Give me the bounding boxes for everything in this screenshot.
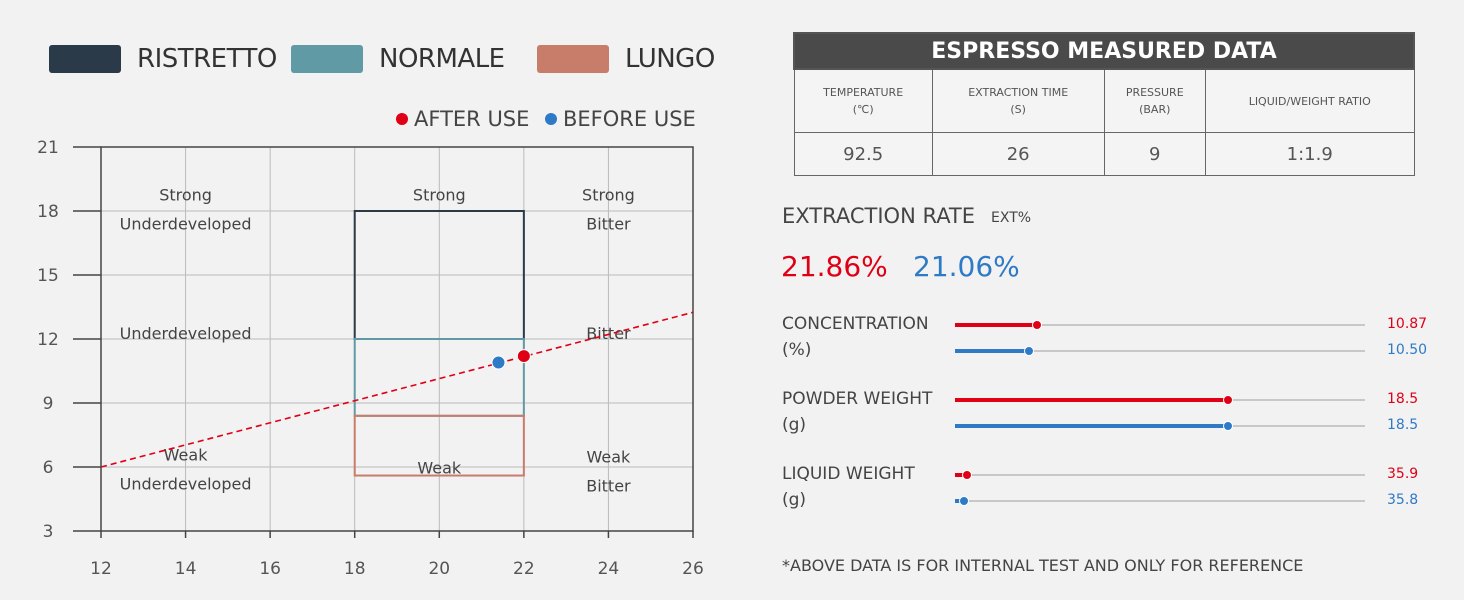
value-temperature: 92.5 — [793, 132, 933, 176]
liquid-weight-unit: (g) — [782, 490, 807, 510]
trend-line — [100, 311, 694, 468]
liquid-weight-after-value: 35.9 — [1387, 466, 1419, 482]
concentration-before-slider — [955, 346, 1365, 356]
concentration-before-value: 10.50 — [1387, 342, 1428, 358]
extraction-before: 21.06% — [913, 250, 1020, 283]
legend-after-use: AFTER USE — [396, 107, 529, 131]
zone-label: Weak — [587, 448, 632, 467]
before-label: BEFORE USE — [563, 107, 696, 131]
value-pressure: 9 — [1103, 132, 1206, 176]
slider-knob — [962, 470, 973, 480]
header-extraction-time: EXTRACTION TIME (S) — [931, 68, 1105, 133]
x-tick-label: 26 — [682, 559, 704, 579]
liquid-weight-before-value: 35.8 — [1387, 492, 1419, 508]
table-title: ESPRESSO MEASURED DATA — [793, 32, 1415, 70]
y-tick-label: 21 — [37, 138, 59, 158]
concentration-after-slider — [955, 320, 1365, 330]
slider-fill — [955, 424, 1229, 428]
zone-label: Bitter — [586, 214, 631, 233]
concentration-after-value: 10.87 — [1387, 316, 1428, 332]
zone-label: Underdeveloped — [120, 214, 252, 233]
zone-label: Weak — [417, 458, 462, 477]
region-lungo — [353, 414, 525, 477]
footnote: *ABOVE DATA IS FOR INTERNAL TEST AND ONL… — [782, 556, 1304, 575]
liquid-weight-label: LIQUID WEIGHT — [782, 464, 915, 484]
legend-label-normale: NORMALE — [379, 44, 505, 74]
slider-knob — [1032, 320, 1042, 330]
zone-label: Underdeveloped — [120, 475, 252, 494]
zone-label: Strong — [582, 185, 635, 204]
legend-label-lungo: LUNGO — [625, 44, 715, 74]
y-tick-label: 3 — [43, 522, 54, 542]
powder-weight-unit: (g) — [782, 415, 807, 435]
legend-swatch-lungo — [537, 45, 609, 73]
legend-before-use: BEFORE USE — [545, 107, 696, 131]
extraction-title: EXTRACTION RATE — [782, 204, 976, 228]
liquid-weight-after-slider — [955, 470, 1365, 480]
header-temperature: TEMPERATURE (℃) — [793, 68, 933, 133]
y-tick-label: 9 — [43, 394, 54, 414]
x-tick-label: 14 — [175, 559, 197, 579]
value-extraction-time: 26 — [931, 132, 1105, 176]
header-pressure: PRESSURE (BAR) — [1103, 68, 1206, 133]
zone-label: Bitter — [586, 324, 631, 343]
y-tick-label: 18 — [37, 202, 59, 222]
point-after-use — [516, 349, 531, 364]
measured-data-table: ESPRESSO MEASURED DATA TEMPERATURE (℃) EX… — [793, 32, 1415, 176]
legend-swatch-ristretto — [49, 45, 121, 73]
before-dot-icon — [545, 113, 557, 125]
point-before-use — [491, 355, 506, 370]
after-dot-icon — [396, 113, 408, 125]
header-ratio: LIQUID/WEIGHT RATIO — [1204, 68, 1415, 133]
concentration-unit: (%) — [782, 340, 812, 360]
concentration-label: CONCENTRATION — [782, 314, 929, 334]
zone-label: Weak — [164, 446, 209, 465]
slider-fill — [955, 473, 968, 477]
slider-fill — [955, 349, 1029, 353]
zone-label: Bitter — [586, 477, 631, 496]
slider-fill — [955, 398, 1229, 402]
plot-frame — [100, 146, 694, 532]
x-tick-label: 20 — [428, 559, 450, 579]
powder-weight-before-value: 18.5 — [1387, 417, 1419, 433]
zone-label: Underdeveloped — [120, 324, 252, 343]
x-tick-label: 22 — [513, 559, 535, 579]
x-tick-label: 24 — [598, 559, 620, 579]
powder-weight-label: POWDER WEIGHT — [782, 389, 933, 409]
x-tick-label: 18 — [344, 559, 366, 579]
slider-knob — [1023, 346, 1034, 356]
y-tick-label: 12 — [37, 330, 59, 350]
value-ratio: 1:1.9 — [1204, 132, 1415, 176]
slider-knob — [959, 496, 970, 506]
y-tick-label: 15 — [37, 266, 59, 286]
extraction-unit: EXT% — [991, 210, 1032, 226]
liquid-weight-before-slider — [955, 496, 1365, 506]
powder-weight-after-value: 18.5 — [1387, 391, 1419, 407]
zone-label: Strong — [159, 185, 212, 204]
extraction-after: 21.86% — [781, 250, 888, 283]
extraction-chart: 12 14 16 18 20 22 24 26 3 6 9 12 15 18 21 Strong Underde… — [37, 138, 704, 579]
after-label: AFTER USE — [414, 107, 530, 131]
y-tick-label: 6 — [43, 458, 54, 478]
legend-label-ristretto: RISTRETTO — [137, 44, 277, 74]
powder-weight-after-slider — [955, 395, 1365, 405]
x-tick-label: 16 — [259, 559, 281, 579]
powder-weight-before-slider — [955, 421, 1365, 431]
legend-swatch-normale — [291, 45, 363, 73]
slider-knob — [1223, 395, 1234, 405]
slider-knob — [1223, 421, 1234, 431]
slider-fill — [955, 323, 1037, 327]
x-tick-label: 12 — [90, 559, 112, 579]
zone-label: Strong — [413, 185, 466, 204]
